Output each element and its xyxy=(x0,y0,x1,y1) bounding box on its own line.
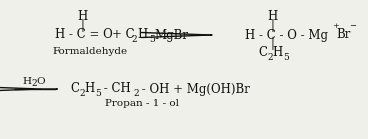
Text: H: H xyxy=(267,11,277,23)
Text: H - C - O - Mg: H - C - O - Mg xyxy=(245,28,328,42)
Text: H: H xyxy=(77,11,87,23)
Text: H: H xyxy=(84,83,94,95)
Text: 5: 5 xyxy=(149,34,155,44)
Text: +: + xyxy=(332,22,339,30)
Text: MgBr: MgBr xyxy=(154,28,188,42)
Text: 2: 2 xyxy=(131,34,137,44)
Text: −: − xyxy=(349,22,356,30)
Text: 5: 5 xyxy=(283,53,289,61)
Text: + C: + C xyxy=(112,28,135,42)
Text: H: H xyxy=(137,28,147,42)
Text: |: | xyxy=(270,38,274,50)
Text: C: C xyxy=(70,83,79,95)
Text: Formaldehyde: Formaldehyde xyxy=(52,47,127,55)
Text: |: | xyxy=(270,19,274,33)
Text: 2: 2 xyxy=(79,89,85,97)
Text: 2: 2 xyxy=(31,80,37,89)
Text: 2: 2 xyxy=(133,89,139,97)
Text: Propan - 1 - ol: Propan - 1 - ol xyxy=(105,99,179,107)
Text: - CH: - CH xyxy=(100,83,131,95)
Text: H - C = O: H - C = O xyxy=(55,28,113,42)
Text: 5: 5 xyxy=(95,89,101,97)
Text: |: | xyxy=(80,19,84,33)
Text: 2: 2 xyxy=(267,53,273,61)
Text: H: H xyxy=(272,47,282,59)
Text: - OH + Mg(OH)Br: - OH + Mg(OH)Br xyxy=(138,83,250,95)
Text: O: O xyxy=(36,76,45,85)
Text: H: H xyxy=(22,76,31,85)
Text: Br: Br xyxy=(336,28,350,42)
Text: C: C xyxy=(258,47,267,59)
